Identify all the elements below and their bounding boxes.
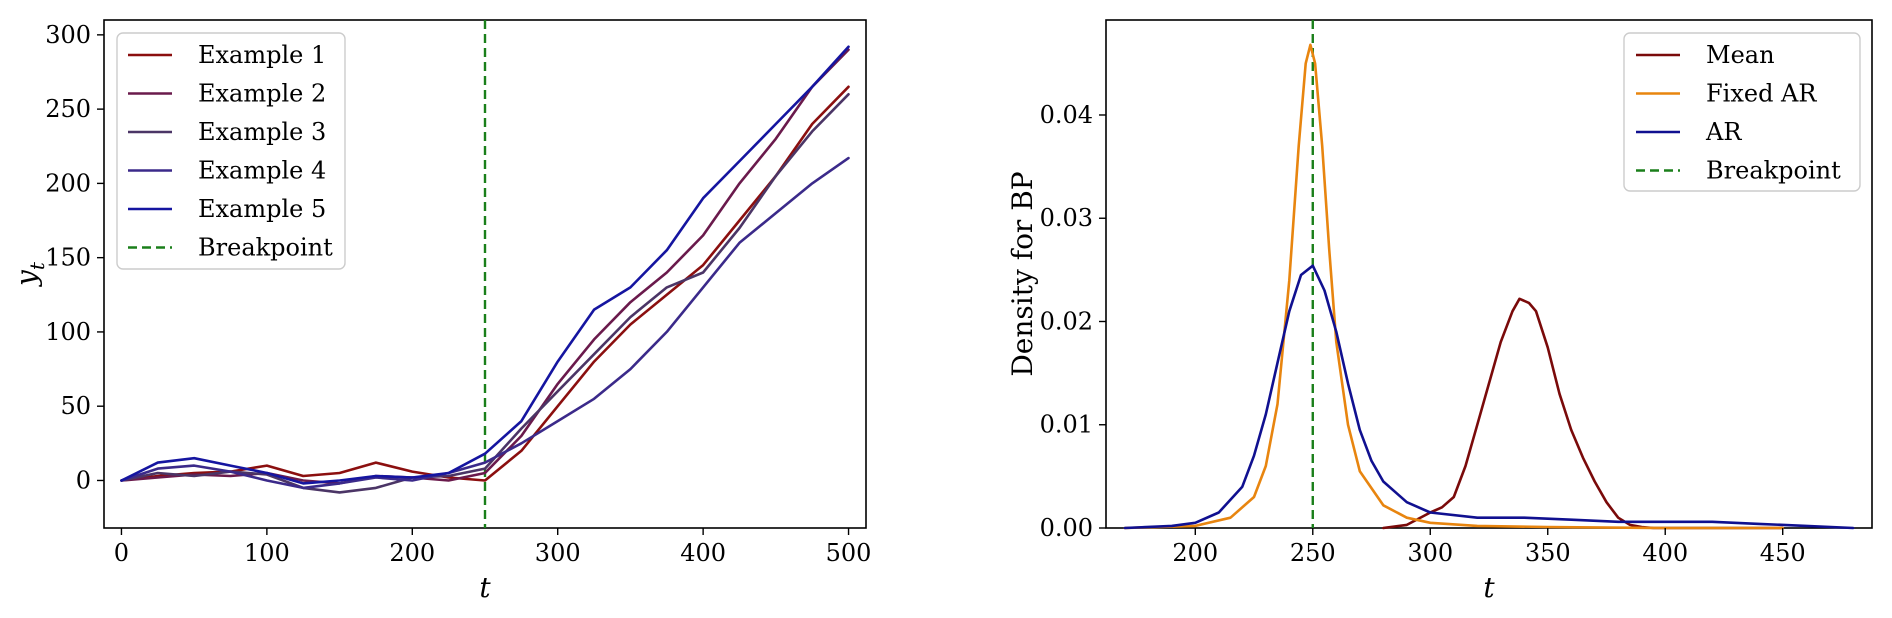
left-x-tick-label: 0 [114,539,129,567]
left-series-line-4 [120,156,850,490]
left-legend-label: Example 5 [198,195,326,223]
left-x-tick-label: 400 [680,539,726,567]
left-x-tick-label: 100 [244,539,290,567]
left-y-axis-label-main: y [10,269,43,288]
right-y-axis-label: Density for BP [1006,171,1039,376]
right-y-tick-label: 0.00 [1040,514,1093,542]
right-legend-label: Fixed AR [1706,80,1817,108]
left-series-line-5 [120,45,850,485]
left-series-line-1 [120,85,850,482]
left-x-axis-label: t [479,571,491,604]
right-legend-label: Mean [1706,41,1775,69]
right-x-tick-label: 450 [1760,539,1806,567]
left-legend-label: Breakpoint [198,234,333,262]
left-legend: Example 1 Example 2 Example 3 Example 4 Exam… [116,32,346,270]
left-legend-label: Example 2 [198,80,326,108]
left-y-tick-label: 150 [45,244,91,272]
right-y-tick-label: 0.03 [1040,204,1093,232]
left-legend-label: Example 1 [198,41,326,69]
right-y-tick-label: 0.04 [1040,101,1093,129]
right-x-axis-label: t [1483,571,1495,604]
left-x-tick-label: 500 [826,539,872,567]
right-legend-box [1623,32,1861,192]
right-series-line-3 [1123,264,1855,530]
left-y-axis-label: yt [10,261,49,288]
left-y-tick-label: 0 [76,466,91,494]
right-series-line-2 [1123,43,1784,530]
left-y-axis-label-sub: t [25,261,49,270]
left-y-tick-label: 300 [45,21,91,49]
left-x-tick-label: 300 [535,539,581,567]
left-x-tick-label: 200 [389,539,435,567]
right-legend-label: Breakpoint [1706,157,1841,185]
left-series-line-3 [120,93,850,494]
right-y-tick-label: 0.01 [1040,411,1093,439]
right-chart: 200 250 300 350 400 450 0.000.010.020.030.04 … [1006,19,1873,604]
left-legend-label: Example 3 [198,118,326,146]
right-legend: Mean Fixed AR AR Breakpoint [1623,32,1861,192]
right-y-tick-label: 0.02 [1040,307,1093,335]
right-x-tick-label: 200 [1172,539,1218,567]
right-x-tick-label: 400 [1642,539,1688,567]
left-legend-label: Example 4 [198,157,326,185]
right-x-tick-label: 250 [1290,539,1336,567]
left-y-tick-label: 200 [45,169,91,197]
right-x-tick-label: 300 [1407,539,1453,567]
left-y-tick-label: 250 [45,95,91,123]
right-legend-label: AR [1705,118,1742,146]
left-y-tick-label: 100 [45,318,91,346]
left-y-tick-label: 50 [60,392,91,420]
left-legend-box [116,32,346,270]
right-x-tick-label: 350 [1525,539,1571,567]
